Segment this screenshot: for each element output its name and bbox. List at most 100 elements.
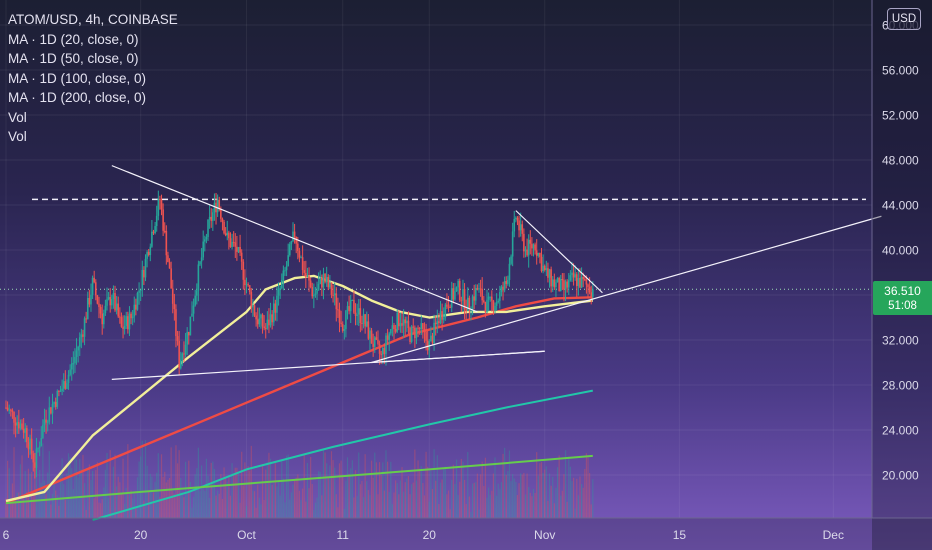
volume-bar xyxy=(266,462,268,518)
candle-body xyxy=(67,374,70,384)
candle-body xyxy=(205,237,208,240)
candle-body xyxy=(301,257,304,271)
volume-bar xyxy=(337,507,339,518)
volume-bar xyxy=(528,486,530,518)
volume-bar xyxy=(338,463,341,518)
candle-body xyxy=(377,339,379,344)
volume-bar xyxy=(332,460,334,518)
volume-bar xyxy=(56,495,58,518)
symbol-title[interactable]: ATOM/USD, 4h, COINBASE xyxy=(8,12,178,27)
candle-body xyxy=(494,305,496,311)
volume-bar xyxy=(348,473,350,518)
candle-body xyxy=(231,241,233,248)
volume-bar xyxy=(576,478,578,518)
legend-ma-20[interactable]: MA · 1D (20, close, 0) xyxy=(8,31,139,47)
volume-bar xyxy=(444,466,446,518)
volume-bar xyxy=(172,491,174,518)
volume-bar xyxy=(156,472,158,518)
candle-body xyxy=(558,277,560,291)
candle-body xyxy=(579,278,581,288)
candle-body xyxy=(22,428,25,433)
candle-body xyxy=(141,269,144,290)
y-tick-label: 24.000 xyxy=(882,424,919,438)
volume-bar xyxy=(257,484,259,518)
candle-body xyxy=(482,300,485,303)
candle-body xyxy=(548,269,551,278)
volume-bar xyxy=(451,479,453,518)
candle-body xyxy=(88,297,91,305)
candle-body xyxy=(290,241,293,245)
candle-body xyxy=(422,323,424,330)
volume-bar xyxy=(255,507,257,518)
candle-body xyxy=(322,273,325,288)
legend-ma-200[interactable]: MA · 1D (200, close, 0) xyxy=(8,90,147,105)
candle-body xyxy=(258,318,261,325)
candle-body xyxy=(551,279,554,287)
candle-body xyxy=(550,269,552,287)
candle-body xyxy=(282,270,285,281)
volume-bar xyxy=(311,484,313,518)
candle-body xyxy=(563,280,565,290)
volume-bar xyxy=(265,469,267,518)
currency-button[interactable]: USD xyxy=(887,8,921,30)
volume-bar xyxy=(66,472,68,518)
volume-bar xyxy=(294,479,296,518)
candle-body xyxy=(527,239,530,256)
volume-bar xyxy=(144,440,147,518)
candle-body xyxy=(521,224,524,234)
candle-body xyxy=(516,217,519,221)
volume-bar xyxy=(82,454,84,518)
legend-volume-1[interactable]: Vol xyxy=(8,109,27,125)
volume-bar xyxy=(32,495,34,518)
candle-body xyxy=(112,293,115,300)
candle-body xyxy=(96,295,99,304)
volume-bar xyxy=(233,475,235,518)
volume-bar xyxy=(289,499,291,518)
candle-body xyxy=(195,290,198,296)
volume-bar xyxy=(136,477,139,518)
candle-body xyxy=(396,312,399,332)
volume-bar xyxy=(478,509,480,518)
volume-bar xyxy=(80,469,82,518)
candle-body xyxy=(176,336,179,341)
candle-body xyxy=(35,448,38,468)
volume-bar xyxy=(117,476,119,518)
volume-bar xyxy=(178,450,180,518)
candle-body xyxy=(122,326,124,330)
volume-bar xyxy=(209,497,211,518)
candle-body xyxy=(499,292,501,301)
volume-bar xyxy=(242,485,244,518)
moving-average-lines xyxy=(5,274,593,521)
legend-ma-100[interactable]: MA · 1D (100, close, 0) xyxy=(8,70,147,86)
ma-20-line xyxy=(5,296,593,505)
candle-body xyxy=(311,287,314,297)
candle-body xyxy=(146,252,148,259)
volume-bar xyxy=(395,480,397,518)
volume-bar xyxy=(399,480,402,518)
volume-bar xyxy=(428,501,430,518)
candle-body xyxy=(434,322,437,325)
candle-body xyxy=(75,350,78,357)
candle-body xyxy=(375,337,378,340)
candle-body xyxy=(515,217,517,219)
volume-bar xyxy=(366,481,368,518)
legend-ma-50[interactable]: MA · 1D (50, close, 0) xyxy=(8,51,139,66)
volume-bar xyxy=(411,484,413,518)
y-tick-label: 48.000 xyxy=(882,154,919,168)
candle-body xyxy=(523,233,525,252)
candle-body xyxy=(200,257,203,262)
volume-bar xyxy=(212,461,214,518)
candle-body xyxy=(48,407,51,422)
volume-bar xyxy=(297,474,299,518)
candle-body xyxy=(165,230,168,256)
volume-bar xyxy=(414,449,416,518)
candle-body xyxy=(539,252,541,257)
volume-bar xyxy=(483,485,485,518)
candle-body xyxy=(245,284,248,286)
volume-bar xyxy=(502,453,504,518)
legend-volume-2[interactable]: Vol xyxy=(8,129,27,144)
candle-body xyxy=(82,334,84,337)
candle-body xyxy=(333,293,336,296)
volume-bar xyxy=(21,455,23,518)
